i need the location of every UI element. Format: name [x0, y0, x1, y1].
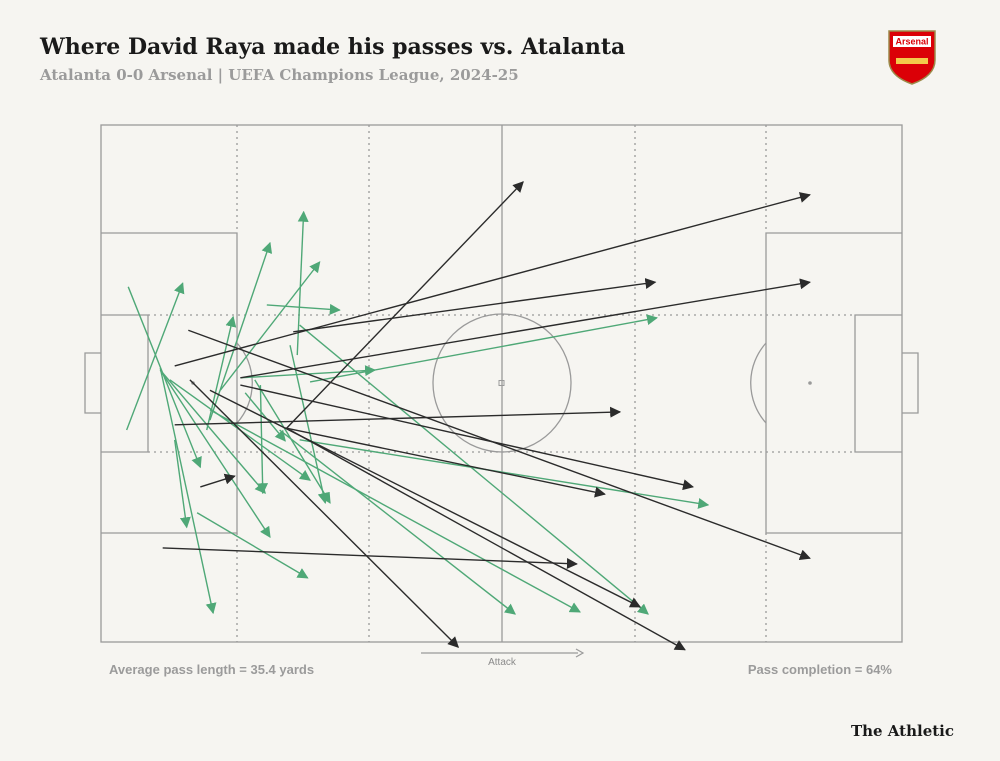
completed-pass: [209, 241, 273, 421]
incomplete-pass: [240, 384, 695, 491]
incomplete-pass: [200, 473, 236, 488]
completed-pass: [209, 409, 581, 613]
completed-pass: [257, 385, 269, 495]
incomplete-pass: [188, 329, 811, 561]
completed-pass: [219, 261, 321, 391]
incomplete-pass: [286, 181, 524, 429]
right-note: Pass completion = 64%: [748, 662, 893, 677]
chart-subtitle: Atalanta 0-0 Arsenal | UEFA Champions Le…: [39, 66, 519, 84]
left-note: Average pass length = 35.4 yards: [109, 662, 314, 677]
pitch: [84, 124, 919, 643]
brand: The Athletic: [851, 722, 954, 740]
incomplete-pass: [174, 406, 622, 426]
badge-text: Arsenal: [895, 37, 928, 47]
chart-title: Where David Raya made his passes vs. Ata…: [39, 34, 625, 60]
incomplete-pass: [189, 379, 460, 648]
completed-pass: [266, 303, 341, 315]
completed-pass: [299, 324, 649, 615]
incomplete-pass: [174, 192, 811, 367]
incomplete-pass: [289, 429, 686, 651]
completed-pass: [159, 369, 266, 494]
incomplete-pass: [285, 427, 606, 498]
attack-arrow-head: [575, 648, 585, 658]
completed-pass: [299, 439, 710, 509]
completed-pass: [244, 392, 286, 442]
completed-pass: [279, 429, 516, 615]
incomplete-pass: [162, 547, 578, 570]
completed-pass: [125, 282, 185, 431]
incomplete-pass: [293, 278, 657, 333]
club-badge: Arsenal: [888, 30, 936, 85]
incomplete-pass: [240, 278, 811, 379]
completed-pass: [289, 345, 329, 505]
completed-pass: [173, 439, 191, 529]
incomplete-pass: [209, 389, 642, 608]
completed-pass: [159, 369, 271, 538]
completed-pass: [309, 314, 658, 383]
completed-pass: [206, 315, 237, 431]
completed-pass: [196, 512, 309, 579]
completed-pass: [254, 379, 331, 504]
completed-pass: [159, 367, 217, 615]
direction-label: Attack: [488, 657, 517, 668]
